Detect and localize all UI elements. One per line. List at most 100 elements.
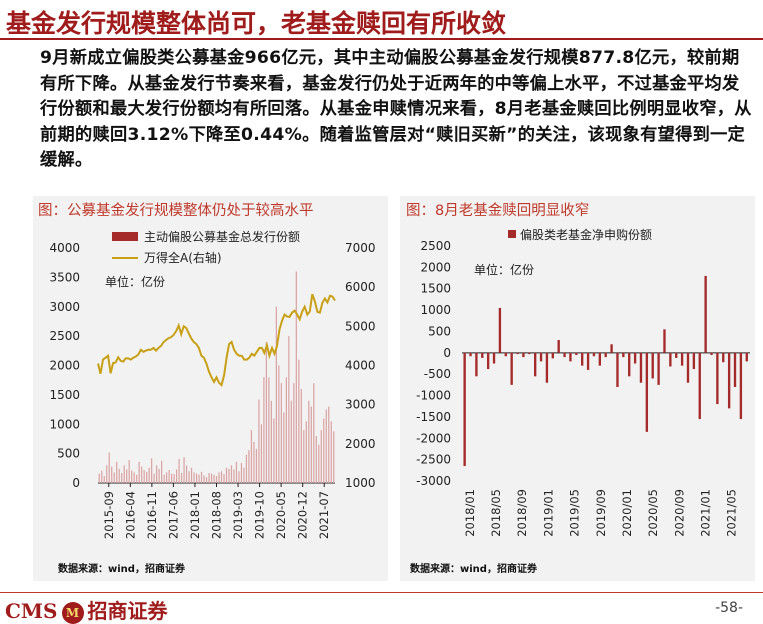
x-tick-label: 2020/01: [620, 489, 634, 537]
issuance-bar: [288, 336, 290, 483]
y-right-tick-label: 6000: [345, 280, 376, 294]
issuance-bar: [133, 472, 135, 483]
issuance-bar: [146, 471, 148, 483]
issuance-bar: [190, 467, 193, 483]
issuance-bar: [208, 473, 210, 483]
net-subscription-bar: [569, 352, 572, 362]
net-subscription-bar: [539, 352, 543, 362]
net-subscription-bar: [645, 352, 649, 432]
issuance-bar: [285, 377, 287, 483]
y-tick-label: -3000: [416, 474, 451, 488]
net-subscription-bar: [534, 352, 537, 377]
issuance-chart: 0 500 1000 1500 2000 2500 3000 3500 4000 1000 2000…: [49, 229, 376, 539]
issuance-bar: [223, 474, 225, 483]
issuance-bar: [318, 444, 320, 483]
net-subscription-bar: [675, 352, 678, 358]
issuance-bar: [303, 430, 305, 483]
issuance-bar: [235, 461, 238, 483]
issuance-bar: [258, 399, 260, 483]
issuance-bar: [278, 365, 280, 483]
issuance-bar: [280, 383, 282, 483]
net-subscription-bar: [698, 352, 701, 420]
net-subscription-bar: [481, 352, 484, 358]
y-right-tick-label: 2000: [345, 437, 376, 451]
issuance-bar: [173, 474, 175, 483]
net-subscription-bar: [510, 352, 513, 385]
y-right-tick-label: 4000: [345, 359, 376, 373]
issuance-bar: [165, 472, 168, 483]
issuance-bar: [180, 473, 183, 483]
issuance-bar: [330, 421, 332, 483]
net-subscription-bar: [610, 344, 613, 353]
issuance-bar: [250, 430, 253, 483]
issuance-bar: [238, 471, 240, 483]
y-tick-label: 1500: [420, 282, 451, 296]
issuance-bar: [270, 400, 273, 483]
net-subscription-bar: [516, 352, 519, 355]
net-subscription-bar: [633, 352, 637, 364]
left-chart-source: 数据来源：wind，招商证券: [58, 564, 185, 575]
net-subscription-bar: [733, 352, 737, 387]
issuance-bar: [123, 465, 125, 483]
net-subscription-bar: [598, 352, 602, 366]
net-subscription-bar: [739, 352, 743, 420]
x-tick-label: 2018/09: [515, 489, 529, 537]
issuance-bar: [245, 454, 248, 483]
left-chart-panel: [33, 196, 388, 581]
issuance-bar: [188, 471, 190, 483]
issuance-bar: [240, 463, 243, 483]
issuance-bar: [230, 465, 233, 483]
net-subscription-bar: [639, 352, 643, 383]
net-subscription-bar: [704, 275, 707, 353]
x-tick-label: 2020/05: [646, 489, 660, 537]
issuance-bar: [293, 383, 295, 483]
y-tick-label: 2500: [420, 239, 451, 253]
issuance-bar: [265, 342, 268, 483]
legend-bar-swatch: [112, 232, 138, 241]
y-left-tick-label: 2000: [49, 359, 80, 373]
net-subscription-bar: [604, 352, 607, 358]
y-left-tick-label: 0: [72, 476, 80, 490]
x-tick-label: 2021-07: [317, 491, 331, 539]
issuance-bar: [300, 389, 302, 483]
net-subscription-bar: [557, 340, 560, 353]
x-tick-label: 2016-11: [145, 491, 159, 539]
issuance-bar: [255, 448, 258, 483]
net-subscription-bar: [545, 352, 549, 383]
issuance-bar: [175, 469, 178, 483]
net-subscription-bar: [522, 352, 525, 358]
issuance-bar: [183, 457, 185, 483]
net-subscription-bar: [581, 352, 584, 366]
net-subscription-bar: [498, 307, 502, 353]
y-left-tick-label: 4000: [49, 241, 80, 255]
x-tick-label: 2019-03: [231, 491, 245, 539]
net-subscription-bar: [551, 352, 554, 359]
wind-a-index-line: [97, 293, 336, 387]
issuance-bar: [215, 475, 218, 483]
x-tick-label: 2021/05: [725, 489, 739, 537]
net-subscription-bar: [492, 352, 496, 364]
net-subscription-bar: [680, 352, 684, 366]
issuance-bar: [328, 406, 330, 483]
y-tick-label: 1000: [420, 303, 451, 317]
issuance-bar: [310, 406, 312, 483]
cms-logo: CMS M 招商证券: [5, 595, 168, 624]
x-tick-label: 2019/01: [541, 489, 555, 537]
y-tick-label: -1000: [416, 389, 451, 403]
page-number: -58-: [715, 600, 743, 616]
issuance-bar: [228, 468, 230, 483]
issuance-bar: [210, 473, 213, 483]
issuance-bar: [313, 383, 315, 483]
issuance-bar: [315, 436, 317, 483]
issuance-bar: [121, 473, 123, 483]
right-chart-source: 数据来源：wind，招商证券: [410, 564, 537, 575]
net-subscription-bar: [563, 352, 566, 358]
x-tick-label: 2019/05: [568, 489, 582, 537]
issuance-bar: [98, 473, 100, 483]
issuance-bar: [163, 474, 165, 483]
unit-note: 单位：亿份: [105, 274, 165, 289]
issuance-bar: [268, 377, 270, 483]
x-tick-label: 2018-08: [210, 491, 224, 539]
x-tick-label: 2019-10: [253, 491, 267, 539]
issuance-bar: [131, 470, 133, 483]
